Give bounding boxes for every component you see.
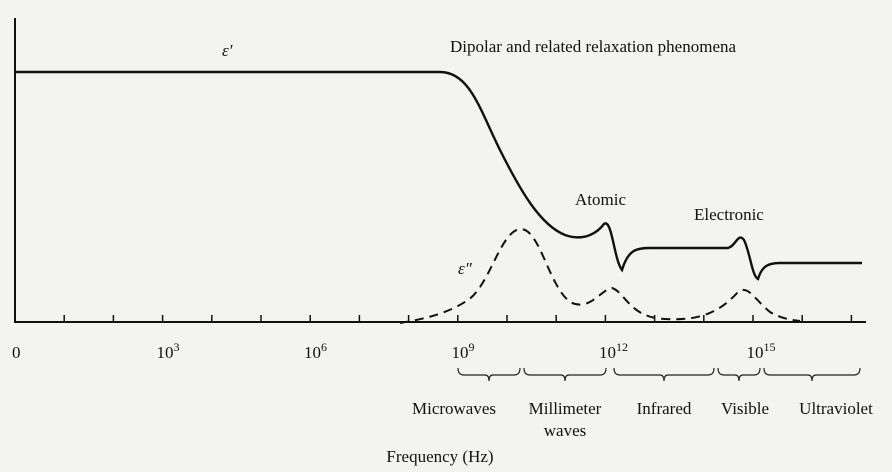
band-labels: Microwaves Millimeter waves Infrared Visible… [412, 399, 873, 440]
tick-label: 1012 [599, 340, 628, 362]
tick-exponent: 3 [174, 340, 180, 354]
eps-real-label: ε′ [222, 41, 233, 60]
x-axis-title: Frequency (Hz) [386, 447, 493, 466]
tick-exponent: 9 [469, 340, 475, 354]
tick-base: 10 [304, 343, 321, 362]
tick-base: 10 [452, 343, 469, 362]
tick-exponent: 6 [321, 340, 327, 354]
electronic-label: Electronic [694, 205, 764, 224]
band-label: Millimeter [529, 399, 602, 418]
eps-imag-label: ε″ [458, 259, 473, 278]
band-label: Microwaves [412, 399, 496, 418]
band-label: Visible [721, 399, 769, 418]
tick-label: 109 [452, 340, 475, 362]
atomic-label: Atomic [575, 190, 626, 209]
eps-imag-curve [399, 227, 801, 324]
band-label: Ultraviolet [799, 399, 873, 418]
brace [613, 367, 715, 382]
tick-base: 0 [12, 343, 21, 362]
tick-exponent: 15 [764, 340, 776, 354]
brace [457, 367, 521, 382]
tick-label: 0 [12, 343, 21, 362]
band-label: waves [544, 421, 586, 440]
dipolar-label: Dipolar and related relaxation phenomena [450, 37, 736, 56]
minor-ticks [63, 315, 853, 322]
brace [523, 367, 607, 382]
tick-labels: 0 103 106 109 1012 1015 [12, 340, 776, 362]
tick-label: 1015 [747, 340, 776, 362]
eps-real-curve [15, 70, 862, 281]
tick-exponent: 12 [616, 340, 628, 354]
tick-label: 103 [157, 340, 180, 362]
band-label: Infrared [637, 399, 692, 418]
tick-label: 106 [304, 340, 327, 362]
brace [763, 367, 861, 382]
tick-base: 10 [157, 343, 174, 362]
brace [717, 367, 761, 382]
braces [457, 367, 861, 382]
tick-base: 10 [599, 343, 616, 362]
tick-base: 10 [747, 343, 764, 362]
